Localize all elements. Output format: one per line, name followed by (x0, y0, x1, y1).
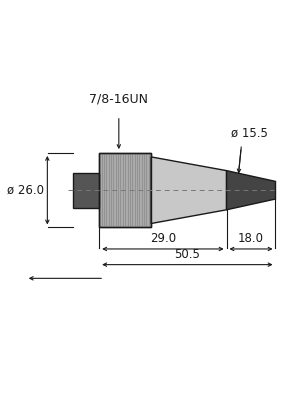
Text: 50.5: 50.5 (174, 248, 200, 261)
Bar (99, 153, 151, 228)
Text: 29.0: 29.0 (150, 232, 176, 245)
Text: 18.0: 18.0 (238, 232, 264, 245)
Polygon shape (227, 171, 275, 210)
Text: ø 26.0: ø 26.0 (7, 184, 45, 197)
Polygon shape (73, 172, 99, 208)
Text: ø 15.5: ø 15.5 (231, 126, 268, 139)
Text: 7/8-16UN: 7/8-16UN (89, 93, 148, 106)
Bar (99, 153, 151, 228)
Polygon shape (151, 157, 227, 224)
